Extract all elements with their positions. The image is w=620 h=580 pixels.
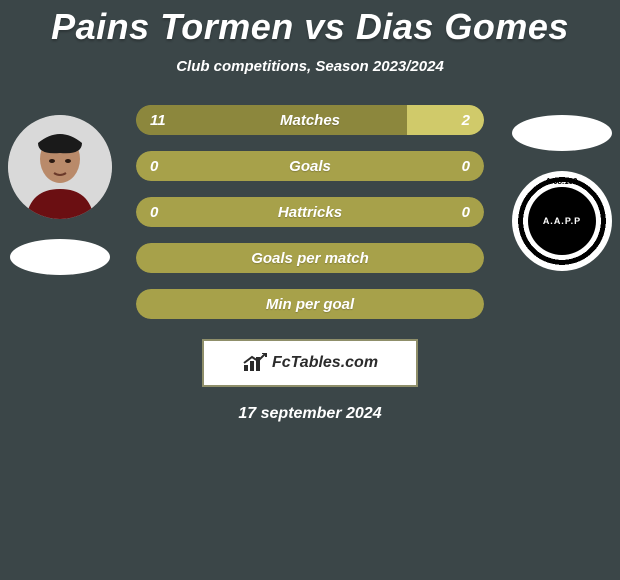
stat-row: 0 0 Hattricks — [136, 197, 484, 227]
stat-row: 11 2 Matches — [136, 105, 484, 135]
bar-label: Matches — [280, 112, 340, 129]
bar-value-right: 0 — [462, 158, 470, 175]
bar-label: Min per goal — [266, 296, 354, 313]
player-left-column — [8, 115, 112, 275]
bar-value-left: 11 — [150, 112, 166, 129]
stat-bars: 11 2 Matches 0 0 Goals 0 0 Hattricks Goals per ma… — [136, 105, 484, 319]
bar-fill-right — [407, 105, 484, 135]
stat-row: 0 0 Goals — [136, 151, 484, 181]
page-title: Pains Tormen vs Dias Gomes — [0, 0, 620, 48]
bar-label: Goals — [289, 158, 331, 175]
stat-row: Min per goal — [136, 289, 484, 319]
stat-row: Goals per match — [136, 243, 484, 273]
player-left-team-logo — [10, 239, 110, 275]
player-left-avatar — [8, 115, 112, 219]
player-right-team-logo — [512, 115, 612, 151]
brand-text: FcTables.com — [272, 354, 378, 372]
bar-value-right: 2 — [462, 112, 470, 129]
chart-icon — [242, 353, 268, 373]
date-text: 17 september 2024 — [0, 405, 620, 423]
bar-label: Hattricks — [278, 204, 342, 221]
bar-label: Goals per match — [251, 250, 369, 267]
bar-fill-left — [136, 105, 407, 135]
comparison-panel: 1.08.190 A.A.P.P 11 2 Matches 0 0 Goals 0 0 Hatt… — [0, 105, 620, 423]
player-right-column: 1.08.190 A.A.P.P — [512, 115, 612, 271]
bar-value-left: 0 — [150, 158, 158, 175]
avatar-placeholder-icon — [8, 115, 112, 219]
player-right-club-badge: 1.08.190 A.A.P.P — [512, 171, 612, 271]
club-badge-arc-text: 1.08.190 — [512, 177, 612, 186]
bar-value-right: 0 — [462, 204, 470, 221]
brand-box[interactable]: FcTables.com — [202, 339, 418, 387]
bar-value-left: 0 — [150, 204, 158, 221]
club-badge-inner-text: A.A.P.P — [528, 187, 596, 255]
subtitle: Club competitions, Season 2023/2024 — [0, 58, 620, 75]
